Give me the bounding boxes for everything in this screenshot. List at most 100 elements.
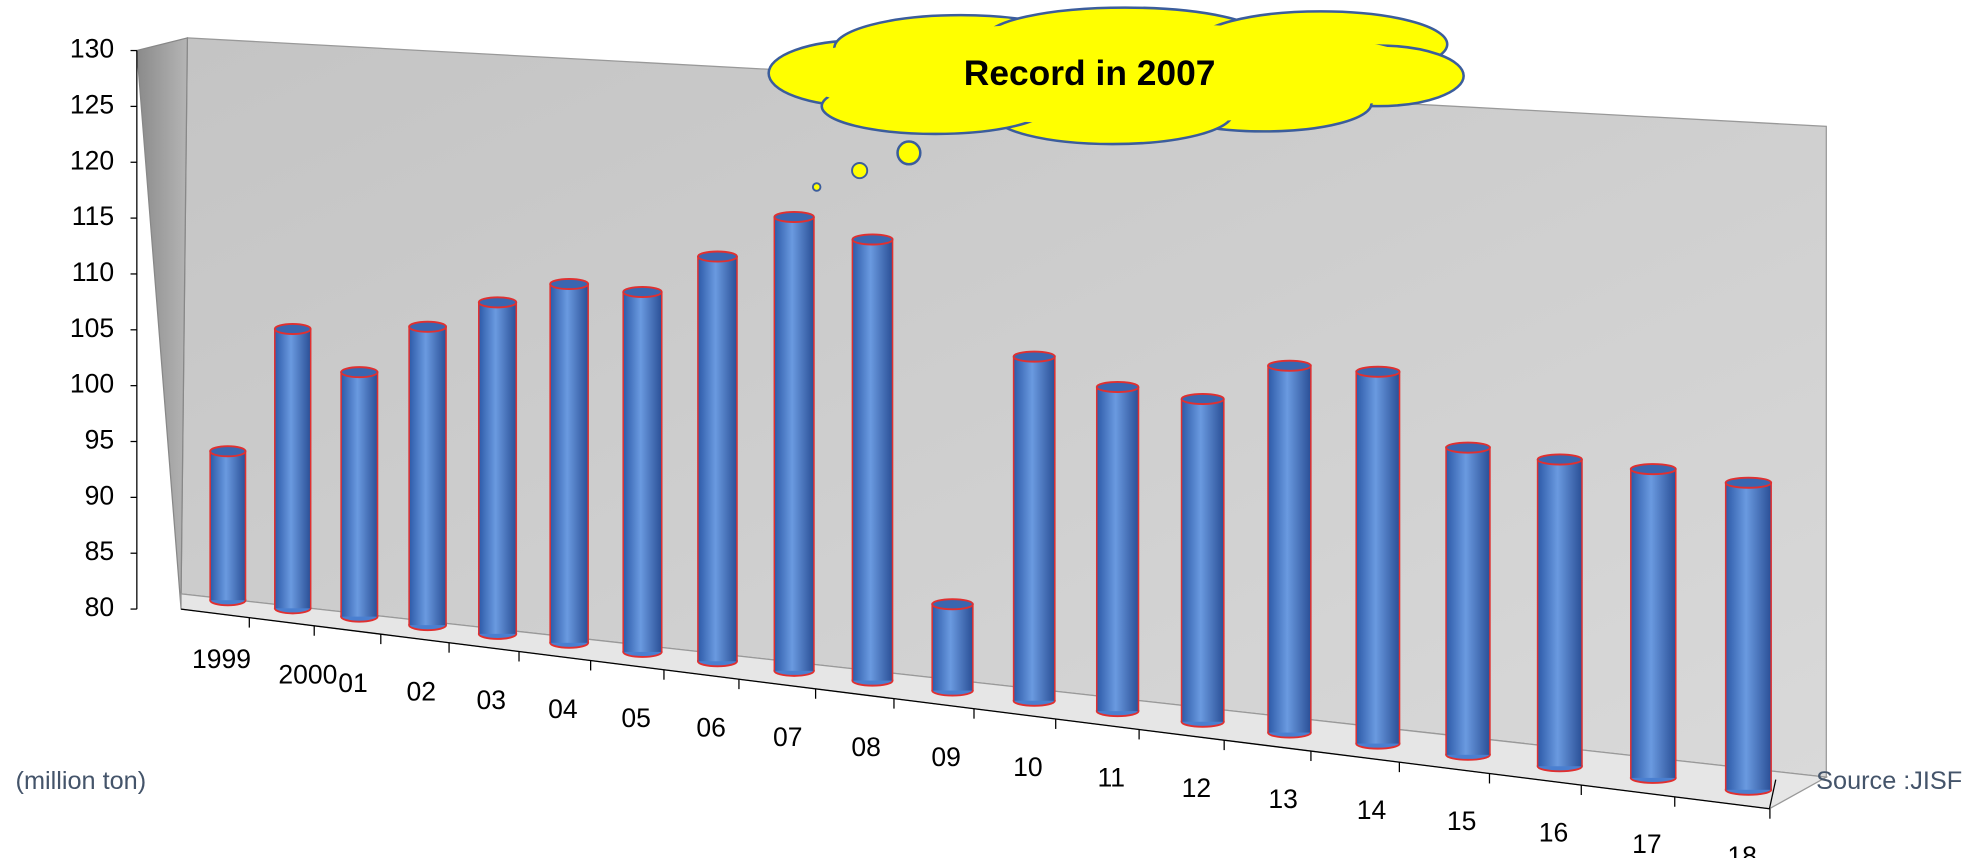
cylinder-top — [408, 320, 448, 333]
cylinder-top — [209, 445, 247, 458]
y-tick-label: 95 — [85, 425, 115, 455]
cylinder — [1267, 359, 1312, 739]
x-tick-label: 08 — [851, 732, 881, 762]
bar — [932, 604, 973, 691]
annotation: Record in 2007 — [964, 54, 1216, 93]
cylinder — [209, 445, 247, 607]
x-tick-label: 12 — [1182, 773, 1212, 803]
cylinder-top — [1180, 393, 1225, 406]
y-tick-label: 105 — [70, 313, 114, 343]
x-tick-label: 04 — [548, 694, 578, 724]
x-tick-label: 09 — [931, 742, 961, 772]
bar — [1630, 469, 1676, 778]
bar — [550, 284, 589, 643]
cylinder — [1536, 453, 1583, 773]
cylinder — [622, 286, 663, 658]
cylinder — [696, 250, 738, 668]
x-tick-label: 15 — [1447, 806, 1477, 836]
cylinder — [931, 598, 974, 697]
cylinder-top — [773, 211, 815, 224]
cylinder — [408, 320, 448, 632]
x-tick-label: 03 — [476, 685, 506, 715]
cylinder-top — [622, 286, 663, 299]
side-wall — [136, 37, 189, 610]
x-tick-label: 2000 — [278, 660, 337, 690]
x-tick-label: 17 — [1632, 829, 1662, 858]
y-tick-label: 120 — [70, 145, 114, 175]
bar — [478, 302, 517, 634]
cylinder — [1355, 365, 1401, 750]
cylinder — [1012, 350, 1056, 707]
x-tick-label: 06 — [696, 713, 726, 743]
x-tick-label: 1999 — [192, 644, 251, 674]
cylinder-top — [549, 278, 590, 291]
x-tick-label: 18 — [1727, 841, 1757, 858]
cylinder-top — [1724, 476, 1773, 489]
cylinder-top — [1355, 365, 1401, 378]
cylinder-top — [1012, 350, 1056, 363]
x-tick-label: 14 — [1357, 795, 1387, 825]
cylinder — [549, 278, 590, 649]
x-tick-label: 13 — [1268, 784, 1298, 814]
x-tick-label: 01 — [338, 668, 368, 698]
bar — [1268, 365, 1311, 733]
x-axis-end — [1768, 779, 1777, 809]
cylinder-top — [1095, 380, 1140, 393]
cylinder-top — [340, 366, 379, 379]
y-tick-label: 100 — [70, 369, 114, 399]
bar — [409, 326, 447, 626]
x-tick-label: 07 — [773, 722, 803, 752]
cylinder-top — [1629, 463, 1677, 476]
cylinder — [477, 296, 518, 640]
bar — [1013, 356, 1055, 701]
x-axis — [180, 608, 1770, 810]
bar — [852, 239, 893, 681]
bar — [1096, 386, 1139, 712]
cylinder-top — [1267, 359, 1312, 372]
y-tick-label: 110 — [72, 257, 114, 287]
bar — [774, 217, 814, 671]
bar — [1446, 447, 1490, 755]
bars — [209, 211, 1773, 796]
cylinder-top — [851, 233, 894, 246]
bar — [1356, 371, 1400, 744]
y-tick-label: 130 — [70, 34, 114, 64]
y-tick-label: 85 — [85, 536, 115, 566]
x-tick-label: 02 — [407, 676, 437, 706]
source-note: Source :JISF — [1816, 767, 1962, 795]
bar — [623, 292, 662, 652]
bar — [274, 329, 311, 609]
cylinder-top — [273, 323, 312, 336]
cylinder-top — [1536, 453, 1583, 466]
y-tick-label: 80 — [85, 592, 115, 622]
bar — [697, 256, 738, 662]
bar — [1537, 459, 1583, 767]
y-tick-label: 90 — [85, 480, 115, 510]
cylinder — [340, 366, 379, 623]
cylinder-top — [1445, 441, 1491, 454]
plot-frame — [136, 37, 1829, 810]
x-tick-label: 16 — [1539, 818, 1569, 848]
bar — [210, 451, 246, 601]
cylinder — [1629, 463, 1677, 784]
cylinder — [1095, 380, 1140, 718]
y-axis-label: (million ton) — [16, 767, 147, 795]
x-tick-label: 10 — [1013, 752, 1043, 782]
y-tick-label: 125 — [70, 89, 114, 119]
cylinder — [1445, 441, 1491, 761]
x-tick-label: 11 — [1098, 762, 1126, 792]
cylinder-top — [477, 296, 518, 309]
cylinder — [273, 323, 312, 615]
cylinder-top — [696, 250, 738, 263]
cylinder — [1180, 393, 1225, 728]
cylinder — [1724, 476, 1773, 796]
cylinder — [773, 211, 815, 677]
annotation-cloud — [767, 6, 1465, 192]
bar — [341, 372, 378, 617]
x-tick-label: 05 — [621, 703, 651, 733]
cylinder-top — [931, 598, 974, 611]
cylinder — [851, 233, 894, 687]
bar — [1725, 482, 1772, 790]
